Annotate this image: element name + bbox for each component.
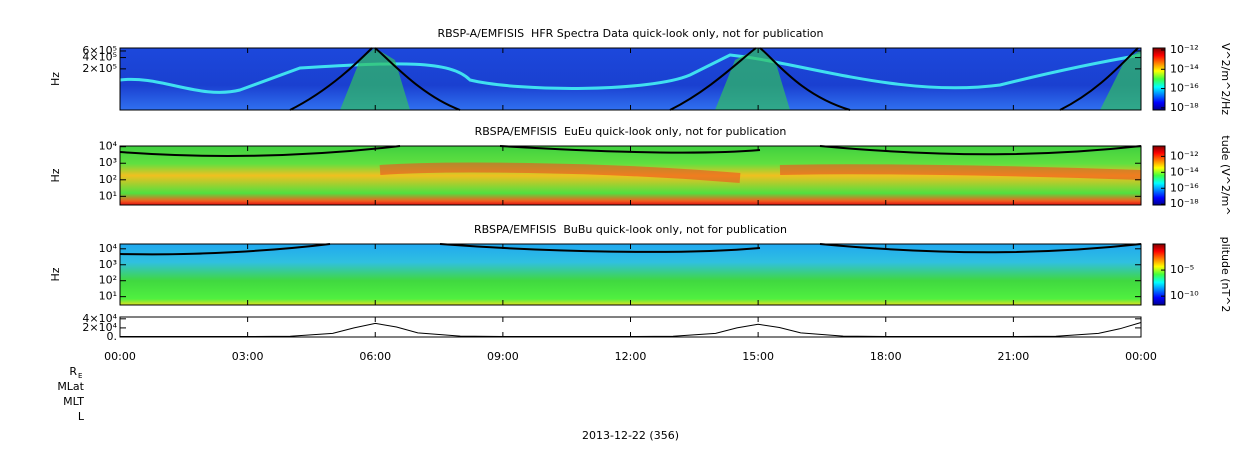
row-label: R — [69, 365, 77, 378]
colorbar-tick-label: 10⁻¹² — [1170, 149, 1199, 162]
colorbar — [1153, 146, 1165, 205]
colorbar-tick-label: 10⁻¹² — [1170, 43, 1199, 56]
row-label: L — [78, 410, 85, 423]
x-tick-label: 06:00 — [359, 350, 391, 363]
colorbar-tick-label: 10⁻⁵ — [1170, 263, 1194, 276]
panel-title: RBSPA/EMFISIS BuBu quick-look only, not … — [474, 223, 787, 236]
y-axis-label: Hz — [49, 72, 62, 86]
y-tick-label: 6×10⁵ — [82, 44, 117, 57]
colorbar — [1153, 244, 1165, 305]
emission-band — [119, 53, 1142, 94]
colorbar-tick-label: 10⁻¹⁶ — [1170, 82, 1199, 95]
colorbar-label: V^2/m^2/Hz — [1219, 43, 1232, 115]
y-tick-label: 10⁴ — [99, 242, 118, 255]
x-tick-label: 18:00 — [870, 350, 902, 363]
y-tick-label: 10³ — [99, 258, 117, 271]
colorbar-frame — [1152, 243, 1166, 306]
colorbar-label: tude (V^2/m^ — [1219, 135, 1232, 215]
row-label: MLT — [63, 395, 84, 408]
panel-title: RBSPA/EMFISIS EuEu quick-look only, not … — [475, 125, 787, 138]
x-tick-label: 03:00 — [232, 350, 264, 363]
y-tick-label: 10¹ — [99, 189, 117, 202]
colorbar-tick-label: 10⁻¹⁰ — [1170, 289, 1199, 302]
colorbar-tick-label: 10⁻¹⁴ — [1170, 62, 1199, 75]
y-tick-label: 10² — [99, 173, 117, 186]
emission-band — [379, 162, 1142, 183]
row-label: MLat — [57, 380, 84, 393]
y-tick-label: 4×10⁵ — [82, 51, 117, 64]
x-tick-label: 00:00 — [104, 350, 136, 363]
colorbar-tick-label: 10⁻¹⁶ — [1170, 181, 1199, 194]
y-tick-label: 2×10⁵ — [82, 62, 117, 75]
cyclotron-curve — [119, 145, 1142, 157]
colorbar-tick-label: 10⁻¹⁴ — [1170, 165, 1199, 178]
y-tick-label: 2×10⁴ — [82, 321, 117, 334]
y-axis-label: Hz — [49, 168, 62, 182]
noise-region — [340, 48, 1141, 110]
x-tick-label: 15:00 — [742, 350, 774, 363]
x-tick-label: 09:00 — [487, 350, 519, 363]
spectrogram-images — [119, 47, 1165, 337]
line-series — [120, 322, 1142, 337]
cyclotron-curve — [289, 47, 1139, 111]
y-tick-label: 10¹ — [99, 290, 117, 303]
colorbar — [1153, 48, 1165, 110]
y-tick-label: 10⁴ — [99, 140, 118, 153]
panel-title: RBSP-A/EMFISIS HFR Spectra Data quick-lo… — [438, 27, 824, 40]
y-tick-label: 4×10⁴ — [82, 312, 117, 325]
x-tick-label: 12:00 — [615, 350, 647, 363]
colorbar-tick-label: 10⁻¹⁸ — [1170, 197, 1199, 210]
y-axis-label: Hz — [49, 267, 62, 281]
spectrogram-image — [120, 48, 1141, 110]
x-tick-label: 00:00 — [1125, 350, 1157, 363]
x-tick-label: 21:00 — [998, 350, 1030, 363]
row-label-subscript: E — [78, 372, 82, 380]
cyclotron-curve — [119, 243, 1142, 256]
colorbar-frame — [1152, 47, 1166, 111]
colorbar-frame — [1152, 145, 1166, 206]
y-tick-label: 10² — [99, 274, 117, 287]
colorbar-label: plitude (nT^2 — [1219, 237, 1232, 313]
colorbar-tick-label: 10⁻¹⁸ — [1170, 101, 1199, 114]
y-tick-label: 10³ — [99, 156, 117, 169]
date-label: 2013-12-22 (356) — [582, 429, 679, 442]
y-tick-label: 0. — [107, 330, 118, 343]
spectrogram-image — [120, 244, 1141, 305]
